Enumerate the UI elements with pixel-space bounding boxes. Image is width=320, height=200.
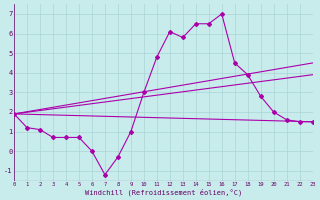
X-axis label: Windchill (Refroidissement éolien,°C): Windchill (Refroidissement éolien,°C) <box>85 188 242 196</box>
